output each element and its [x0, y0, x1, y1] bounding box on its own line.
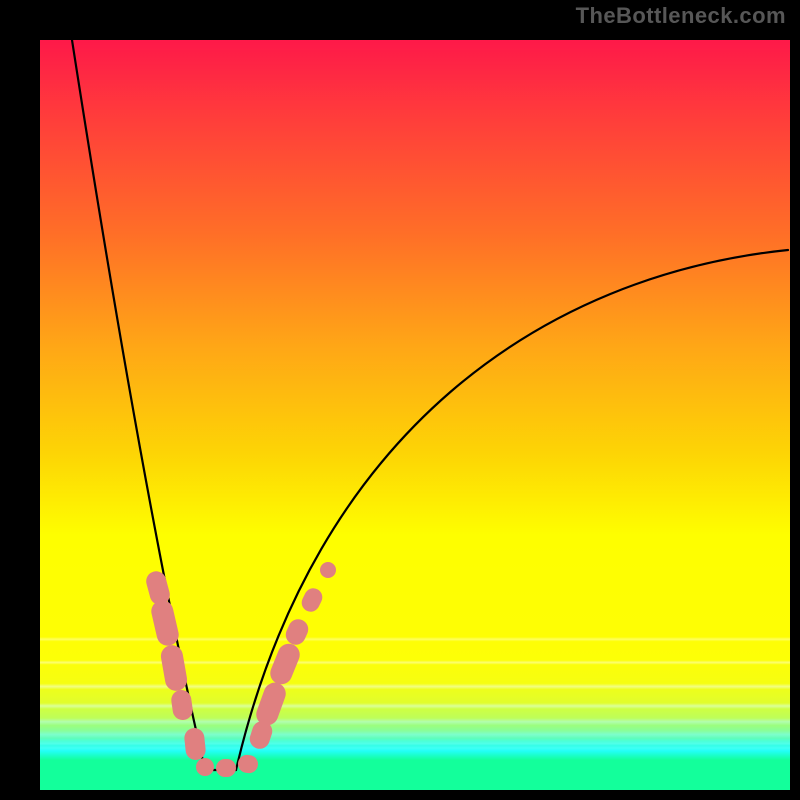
curve-right-branch [236, 250, 788, 770]
v-curve-svg [0, 0, 800, 800]
watermark-text: TheBottleneck.com [576, 3, 786, 29]
valley-marker [320, 562, 336, 578]
curve-left-branch [72, 40, 205, 770]
valley-marker [216, 759, 236, 777]
chart-container: TheBottleneck.com [0, 0, 800, 800]
valley-marker [196, 758, 214, 776]
valley-marker [183, 727, 206, 761]
